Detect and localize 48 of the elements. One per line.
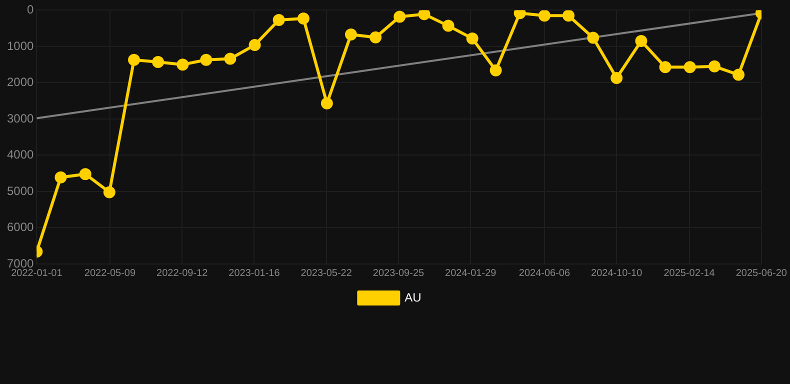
point <box>490 64 502 76</box>
x-tick-label: 2022-01-01 <box>11 268 63 279</box>
point <box>587 32 600 44</box>
y-tick-label: 5000 <box>6 184 34 198</box>
point <box>79 168 92 180</box>
point <box>224 52 236 65</box>
point <box>272 14 285 26</box>
point <box>684 61 696 74</box>
y-tick-label: 3000 <box>6 111 34 126</box>
point <box>610 72 623 84</box>
y-tick-label: 7000 <box>6 256 34 270</box>
x-tick-label: 2025-06-20 <box>736 268 788 279</box>
y-tick-label: 1000 <box>6 38 34 53</box>
x-tick-label: 2024-01-29 <box>445 268 497 279</box>
point <box>54 171 67 184</box>
point <box>562 10 575 22</box>
point <box>370 31 382 44</box>
x-tick-label: 2023-09-25 <box>372 268 424 279</box>
legend-label: AU <box>404 290 422 304</box>
point <box>635 35 648 48</box>
y-tick-label: 2000 <box>6 75 34 90</box>
y-tick-label: 0 <box>27 2 34 17</box>
x-tick-label: 2024-06-06 <box>518 268 570 279</box>
point <box>152 56 164 68</box>
x-tick-label: 2023-05-22 <box>300 268 352 279</box>
x-tick-label: 2022-05-09 <box>84 268 136 279</box>
y-tick-label: 4000 <box>6 148 34 162</box>
x-tick-label: 2025-02-14 <box>664 268 716 279</box>
y-tick-label: 6000 <box>6 220 34 234</box>
x-tick-label: 2024-10-10 <box>591 268 643 279</box>
point <box>418 10 430 20</box>
point <box>128 54 140 66</box>
point <box>200 54 212 66</box>
x-tick-label: 2023-01-16 <box>228 268 280 279</box>
point <box>659 61 672 74</box>
point <box>344 28 357 40</box>
point <box>466 32 478 44</box>
point <box>708 60 720 72</box>
point <box>442 20 454 32</box>
point <box>103 186 116 198</box>
point <box>176 58 189 71</box>
point <box>732 68 745 81</box>
point <box>248 39 261 52</box>
point <box>320 97 333 110</box>
point <box>538 10 550 22</box>
point <box>297 12 310 25</box>
x-tick-label: 2022-09-12 <box>156 268 208 279</box>
point <box>394 10 406 23</box>
